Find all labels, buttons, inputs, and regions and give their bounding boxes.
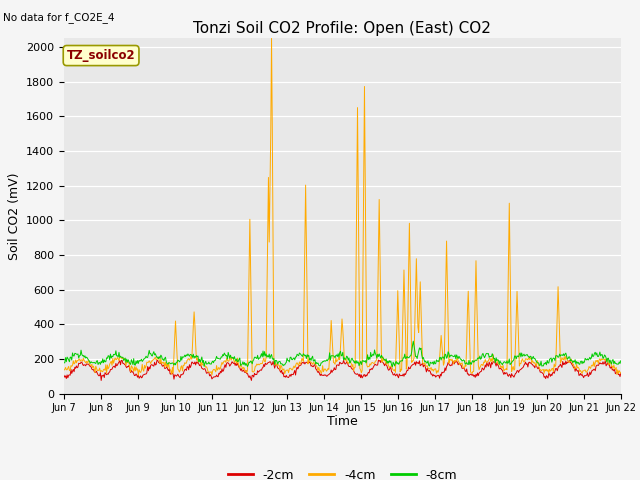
Legend: -2cm, -4cm, -8cm: -2cm, -4cm, -8cm [223,464,462,480]
Text: TZ_soilco2: TZ_soilco2 [67,49,136,62]
X-axis label: Time: Time [327,415,358,428]
Title: Tonzi Soil CO2 Profile: Open (East) CO2: Tonzi Soil CO2 Profile: Open (East) CO2 [193,21,492,36]
Y-axis label: Soil CO2 (mV): Soil CO2 (mV) [8,172,20,260]
Text: No data for f_CO2E_4: No data for f_CO2E_4 [3,12,115,23]
